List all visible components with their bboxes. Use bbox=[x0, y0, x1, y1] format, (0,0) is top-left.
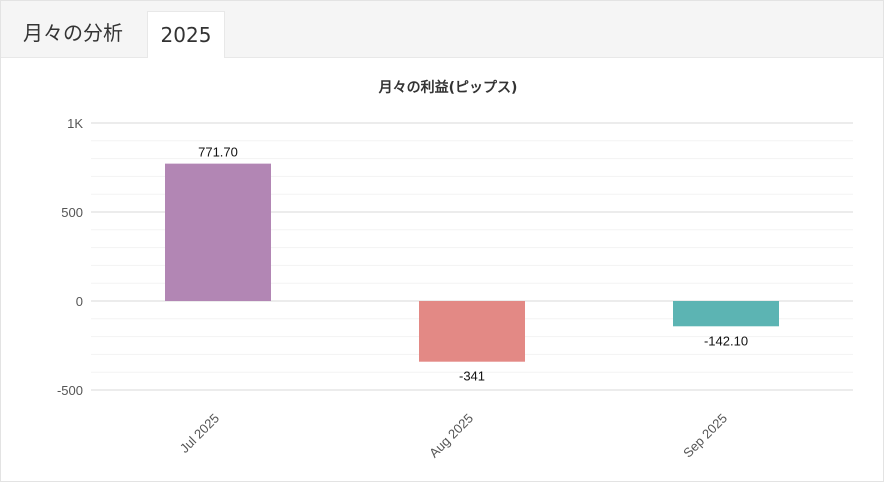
x-tick-label: Aug 2025 bbox=[426, 411, 476, 461]
data-labels: 771.70 -341 -142.10 bbox=[198, 145, 748, 384]
bars bbox=[165, 163, 779, 362]
bar-jul-2025[interactable] bbox=[165, 163, 271, 301]
data-label: -341 bbox=[459, 369, 485, 384]
x-tick-label: Sep 2025 bbox=[680, 411, 730, 461]
x-tick-label: Jul 2025 bbox=[177, 411, 222, 456]
page-title: 月々の分析 bbox=[23, 21, 123, 45]
y-tick-label: 0 bbox=[76, 294, 83, 309]
data-label: -142.10 bbox=[704, 333, 748, 348]
x-axis-ticks: Jul 2025 Aug 2025 Sep 2025 bbox=[177, 411, 730, 461]
chart-title: 月々の利益(ピップス) bbox=[378, 79, 518, 96]
bar-sep-2025[interactable] bbox=[673, 301, 779, 327]
y-tick-label: 1K bbox=[67, 116, 83, 131]
y-tick-label: -500 bbox=[57, 383, 83, 398]
bar-aug-2025[interactable] bbox=[419, 301, 525, 362]
y-axis-ticks: 1K 500 0 -500 bbox=[57, 116, 83, 398]
data-label: 771.70 bbox=[198, 145, 238, 160]
tab-year[interactable]: 2025 bbox=[147, 11, 225, 58]
y-tick-label: 500 bbox=[61, 205, 83, 220]
panel-header: 月々の分析 2025 bbox=[1, 1, 883, 58]
